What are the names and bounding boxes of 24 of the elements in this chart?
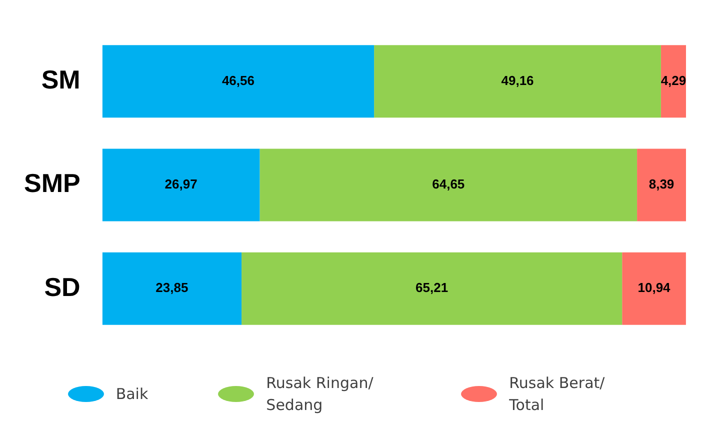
bar: [102, 148, 260, 222]
data-label: 23,85: [156, 280, 188, 296]
legend-label: Rusak Ringan/ Sedang: [266, 373, 374, 416]
data-label: 49,16: [501, 72, 534, 88]
data-label: 8,39: [648, 176, 674, 192]
y-tick-label: SM: [41, 64, 80, 95]
bar: [242, 252, 622, 325]
bar: [102, 45, 374, 118]
bar: [660, 45, 686, 118]
data-label: 4,29: [660, 72, 686, 88]
legend-label: Rusak Berat/ Total: [509, 373, 606, 416]
bar: [637, 148, 686, 222]
y-tick-label: SMP: [24, 168, 80, 198]
y-tick-label: SD: [44, 272, 80, 302]
data-label: 10,94: [638, 280, 672, 296]
data-label: 64,65: [432, 176, 465, 192]
legend-label: Baik: [116, 384, 148, 405]
bar: [260, 148, 638, 222]
data-label: 46,56: [222, 72, 254, 88]
bar: [622, 252, 686, 325]
data-label: 26,97: [164, 176, 198, 192]
bar: [102, 252, 242, 325]
bar: [374, 45, 661, 118]
data-label: 65,21: [416, 280, 448, 296]
